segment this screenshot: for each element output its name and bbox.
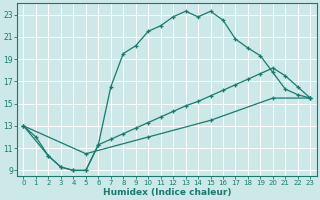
- X-axis label: Humidex (Indice chaleur): Humidex (Indice chaleur): [103, 188, 231, 197]
